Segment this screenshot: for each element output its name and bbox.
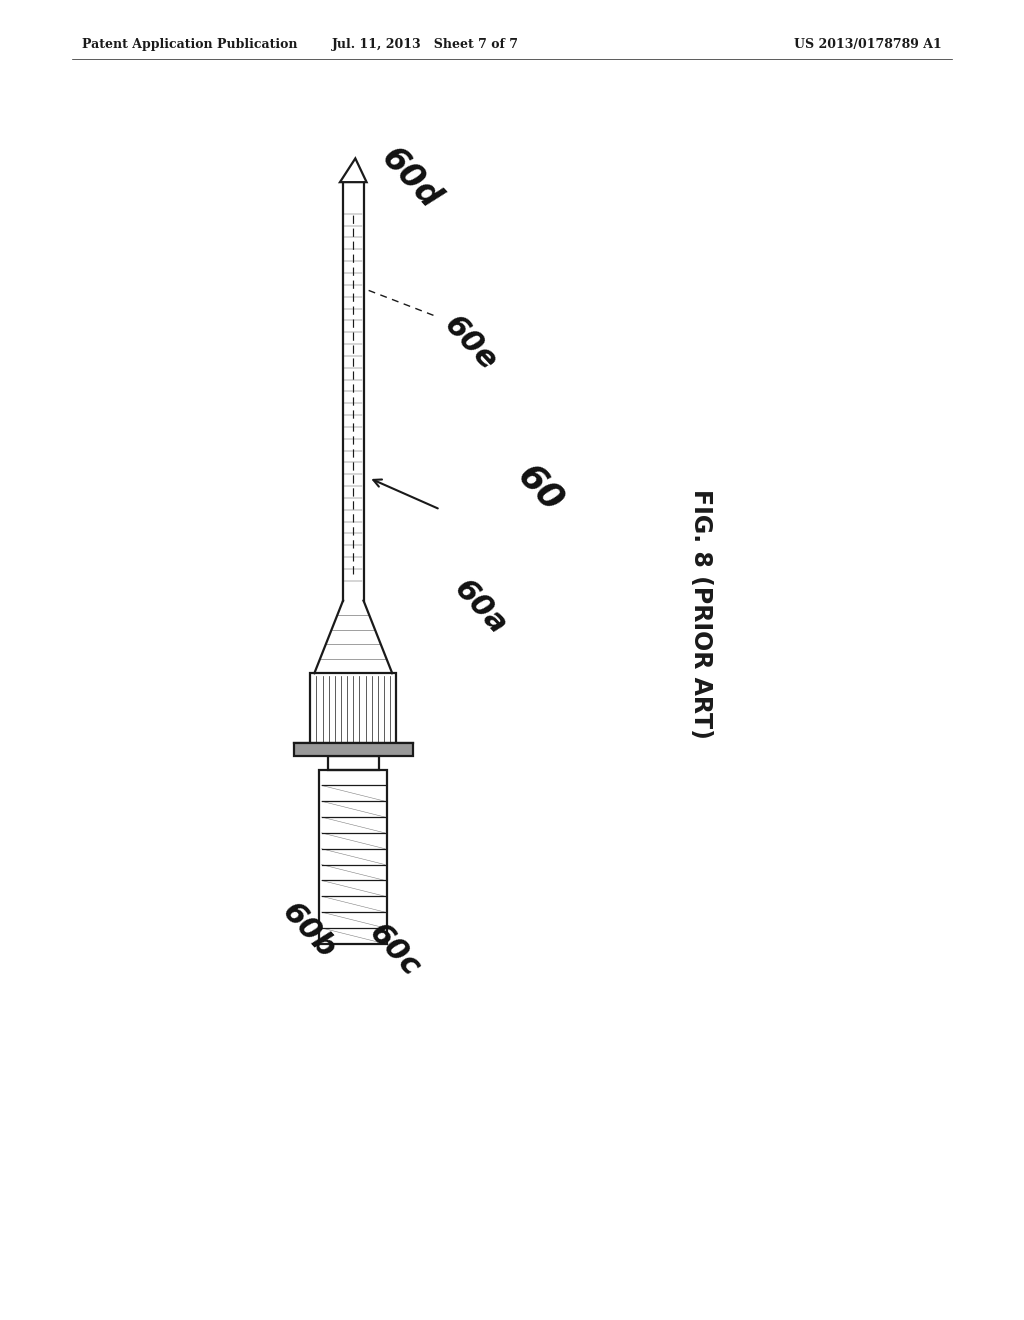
Bar [319,770,387,944]
Text: 60c: 60c [364,919,426,982]
Text: 60b: 60b [276,898,342,964]
Bar [310,673,396,746]
Text: 60: 60 [510,458,569,519]
Text: 60e: 60e [438,310,503,376]
Text: US 2013/0178789 A1: US 2013/0178789 A1 [794,38,941,51]
Bar [294,743,413,756]
Polygon shape [340,158,367,182]
Text: FIG. 8 (PRIOR ART): FIG. 8 (PRIOR ART) [689,488,714,739]
Text: Jul. 11, 2013   Sheet 7 of 7: Jul. 11, 2013 Sheet 7 of 7 [332,38,518,51]
Text: 60a: 60a [449,574,513,640]
Text: Patent Application Publication: Patent Application Publication [82,38,297,51]
Text: 60d: 60d [374,141,445,215]
Bar [328,756,379,770]
